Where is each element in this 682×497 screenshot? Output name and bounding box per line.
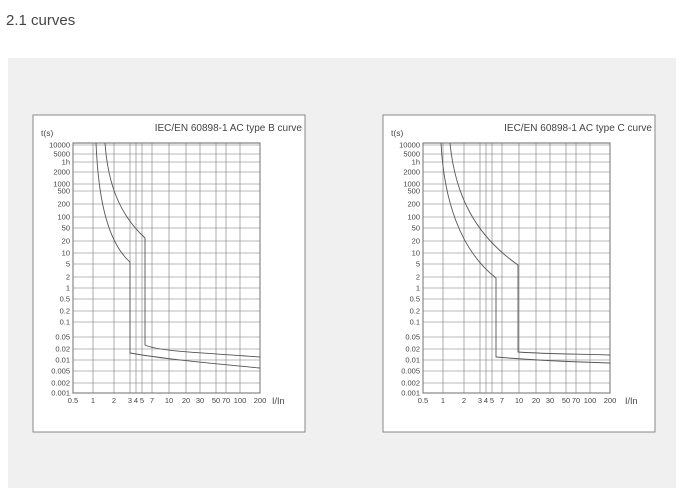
y-tick-label: 0.1: [60, 318, 70, 327]
y-tick-label: 0.2: [60, 307, 70, 316]
y-tick-label: 1000: [403, 180, 420, 189]
x-tick-label: 100: [234, 396, 247, 405]
x-axis-label: I/In: [272, 396, 285, 406]
y-tick-label: 1: [66, 284, 70, 293]
y-axis-label: t(s): [41, 128, 53, 138]
x-tick-label: 1: [91, 396, 95, 405]
x-tick-label: 20: [182, 396, 190, 405]
y-tick-label: 5000: [53, 150, 70, 159]
x-tick-label: 70: [572, 396, 580, 405]
y-tick-label: 0.2: [410, 307, 420, 316]
x-tick-label: 200: [604, 396, 617, 405]
y-tick-label: 0.002: [51, 379, 70, 388]
y-tick-label: 0.005: [401, 367, 420, 376]
y-tick-label: 0.5: [60, 295, 70, 304]
x-tick-label: 4: [484, 396, 488, 405]
y-tick-label: 200: [407, 200, 420, 209]
y-tick-label: 10: [412, 249, 420, 258]
y-tick-label: 0.02: [55, 345, 70, 354]
x-tick-label: 5: [140, 396, 144, 405]
heading: 2.1 curves: [6, 12, 75, 29]
y-tick-label: 0.01: [405, 356, 420, 365]
x-tick-label: 5: [490, 396, 494, 405]
x-tick-label: 50: [212, 396, 220, 405]
x-tick-label: 10: [515, 396, 523, 405]
y-tick-label: 100: [407, 213, 420, 222]
y-tick-label: 100: [57, 213, 70, 222]
x-tick-label: 30: [196, 396, 204, 405]
y-tick-label: 2000: [403, 168, 420, 177]
y-tick-label: 0.001: [51, 389, 70, 398]
y-tick-label: 0.02: [405, 345, 420, 354]
y-tick-label: 10000: [399, 141, 420, 150]
y-tick-label: 0.01: [55, 356, 70, 365]
y-tick-label: 0.005: [51, 367, 70, 376]
y-tick-label: 0.05: [55, 333, 70, 342]
y-tick-label: 2000: [53, 168, 70, 177]
x-tick-label: 3: [128, 396, 132, 405]
x-tick-label: 7: [500, 396, 504, 405]
panels: IEC/EN 60898-1 AC type B curvet(s)I/In10…: [32, 114, 656, 433]
x-tick-label: 0.5: [418, 396, 428, 405]
curve-b-upper: [104, 142, 261, 358]
x-tick-label: 200: [254, 396, 267, 405]
x-tick-label: 0.5: [68, 396, 78, 405]
panel-title: IEC/EN 60898-1 AC type B curve: [155, 123, 303, 134]
y-tick-label: 5: [416, 260, 420, 269]
y-tick-label: 0.002: [401, 379, 420, 388]
y-tick-label: 0.05: [405, 333, 420, 342]
y-tick-label: 1h: [412, 158, 420, 167]
y-tick-label: 5: [66, 260, 70, 269]
y-tick-label: 2: [66, 273, 70, 282]
curve-b-lower: [95, 142, 261, 369]
y-tick-label: 1000: [53, 180, 70, 189]
x-tick-label: 50: [562, 396, 570, 405]
y-tick-label: 1h: [62, 158, 70, 167]
y-axis-label: t(s): [391, 128, 403, 138]
x-tick-label: 70: [222, 396, 230, 405]
y-tick-label: 0.001: [401, 389, 420, 398]
y-tick-label: 2: [416, 273, 420, 282]
x-tick-label: 1: [441, 396, 445, 405]
y-tick-label: 5000: [403, 150, 420, 159]
y-tick-label: 500: [407, 187, 420, 196]
y-tick-label: 1: [416, 284, 420, 293]
y-tick-label: 20: [62, 237, 70, 246]
x-tick-label: 10: [165, 396, 173, 405]
x-tick-label: 3: [478, 396, 482, 405]
panel-title: IEC/EN 60898-1 AC type C curve: [504, 123, 652, 134]
x-tick-label: 100: [584, 396, 597, 405]
curve-c-lower: [440, 142, 611, 364]
curve-c-upper: [449, 142, 611, 356]
x-tick-label: 20: [532, 396, 540, 405]
x-tick-label: 4: [134, 396, 138, 405]
x-tick-label: 7: [150, 396, 154, 405]
x-tick-label: 2: [112, 396, 116, 405]
y-tick-label: 50: [62, 224, 70, 233]
y-tick-label: 200: [57, 200, 70, 209]
curves: [95, 142, 611, 369]
y-tick-label: 0.5: [410, 295, 420, 304]
y-tick-label: 10000: [49, 141, 70, 150]
y-tick-label: 20: [412, 237, 420, 246]
x-tick-label: 30: [546, 396, 554, 405]
y-tick-label: 0.1: [410, 318, 420, 327]
y-tick-label: 10: [62, 249, 70, 258]
y-tick-label: 50: [412, 224, 420, 233]
y-tick-label: 500: [57, 187, 70, 196]
x-tick-label: 2: [462, 396, 466, 405]
x-axis-label: I/In: [625, 396, 638, 406]
